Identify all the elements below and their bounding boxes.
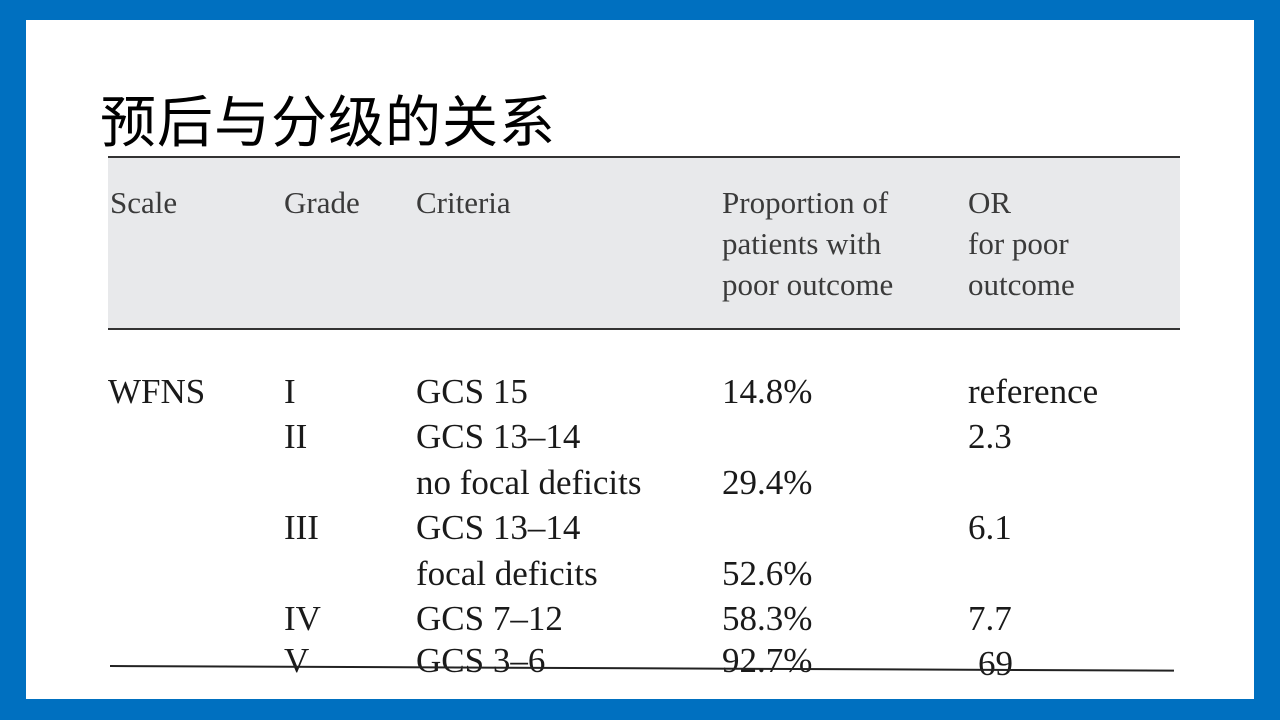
proportion-cell: 52.6% [722,554,813,593]
proportion-cell: 29.4% [722,463,813,502]
header-proportion: Proportion of patients with poor outcome [722,185,894,302]
grade-cell: I [284,372,296,411]
slide-title: 预后与分级的关系 [100,91,556,156]
proportion-cell: 58.3% [722,599,813,638]
slide: 预后与分级的关系 Scale Grade Criteria Proportion… [26,20,1254,699]
header-criteria: Criteria [416,185,511,220]
criteria-cell: GCS 13–14 [416,508,581,547]
proportion-cell: 14.8% [722,372,813,411]
criteria-cell: GCS 3–6 [416,641,546,680]
or-cell: 6.1 [968,508,1012,547]
criteria-cell: GCS 15 [416,372,528,411]
grade-cell: II [284,417,308,456]
criteria-cell: GCS 7–12 [416,599,563,638]
or-cell: reference [968,372,1099,411]
table-header: Scale Grade Criteria Proportion of patie… [108,156,1180,330]
header-scale: Scale [110,185,178,220]
criteria-detail-cell: no focal deficits [416,463,642,502]
or-cell: 69 [978,644,1013,683]
header-or: OR for poor outcome [968,185,1075,302]
table-bottom-rule [109,665,1174,672]
grade-cell: V [284,641,310,680]
grading-table: Scale Grade Criteria Proportion of patie… [108,156,1180,683]
or-cell: 2.3 [968,417,1012,456]
scale-cell: WFNS [108,372,206,411]
grade-cell: IV [284,599,321,638]
criteria-cell: GCS 13–14 [416,417,581,456]
criteria-detail-cell: focal deficits [416,554,598,593]
header-grade: Grade [284,185,360,220]
or-cell: 7.7 [968,599,1012,638]
proportion-cell: 92.7% [722,641,813,680]
grade-cell: III [284,508,319,547]
